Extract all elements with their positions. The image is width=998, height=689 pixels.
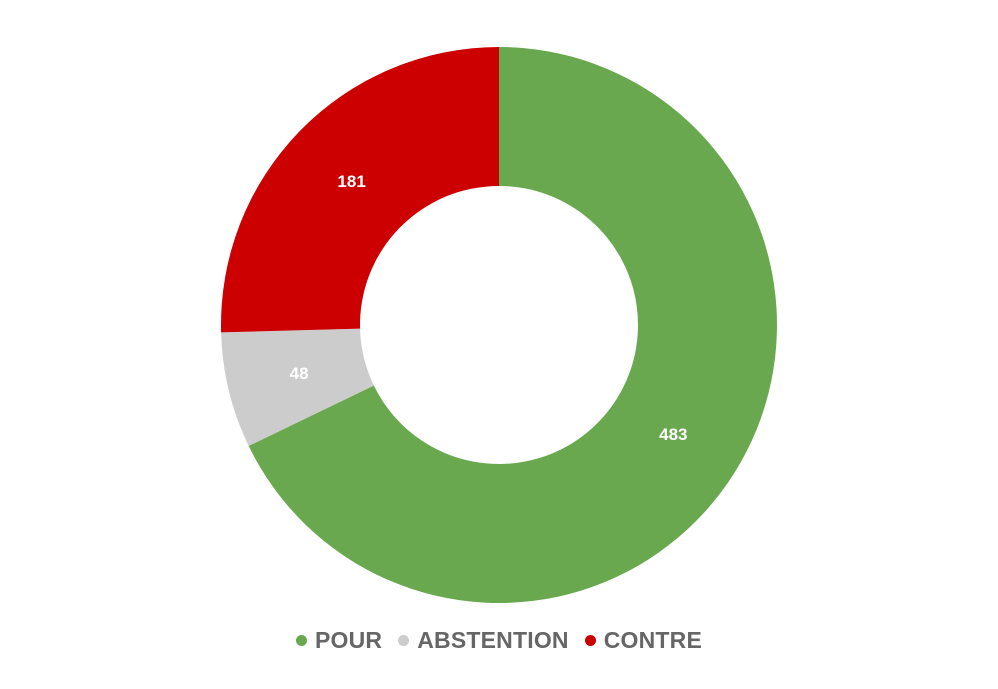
legend-marker-pour (295, 634, 307, 646)
slice-pour (248, 47, 778, 603)
legend-label-abstention: ABSTENTION (417, 626, 569, 653)
donut-slice-labels: 483 48 181 (290, 172, 688, 444)
legend-item-contre: CONTRE (584, 626, 703, 654)
legend-label-contre: CONTRE (603, 626, 703, 653)
data-label-contre: 181 (337, 172, 365, 191)
legend-item-pour: POUR (295, 626, 383, 654)
donut-chart-canvas: 483 48 181 (221, 47, 778, 603)
slice-contre (221, 47, 499, 333)
legend-label-pour: POUR (314, 626, 383, 653)
chart-legend: POUR ABSTENTION CONTRE (0, 622, 998, 658)
slice-abstention (221, 328, 374, 446)
legend-marker-contre (584, 634, 596, 646)
data-label-abstention: 48 (290, 364, 309, 383)
legend-marker-abstention (398, 634, 410, 646)
legend-item-abstention: ABSTENTION (398, 627, 569, 654)
data-label-pour: 483 (659, 425, 687, 444)
donut-slices (221, 47, 778, 603)
